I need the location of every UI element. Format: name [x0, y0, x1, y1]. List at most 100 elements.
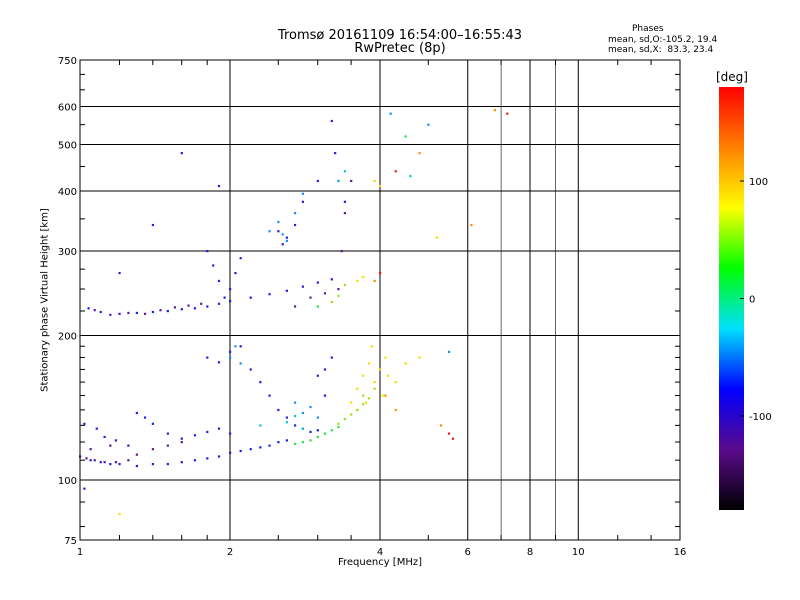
x-axis-ticks: 1 2 4 6 8 10 16	[77, 547, 687, 558]
data-point	[180, 437, 183, 440]
data-point	[373, 387, 376, 390]
data-point	[316, 429, 319, 432]
colorbar-tick-label: 100	[749, 177, 768, 188]
data-point	[180, 152, 183, 155]
data-point	[381, 394, 384, 397]
data-point	[386, 374, 390, 377]
data-point	[309, 439, 312, 442]
data-point	[109, 444, 112, 447]
data-point	[404, 362, 407, 365]
data-point	[340, 250, 343, 253]
y-axis-ticks: 75 100 200 300 400 500 600 750	[58, 56, 77, 547]
data-point	[206, 430, 209, 434]
x-tick-label: 1	[77, 547, 83, 558]
data-point	[316, 435, 319, 439]
data-point	[206, 305, 209, 308]
data-point	[493, 109, 497, 112]
data-point	[362, 403, 365, 406]
colorbar-tick-label: -100	[749, 412, 772, 423]
grid-lines	[79, 60, 681, 540]
data-point	[223, 296, 226, 299]
data-point	[268, 293, 271, 296]
x-tick-label: 2	[227, 547, 233, 558]
data-point	[99, 310, 102, 314]
data-point	[316, 281, 319, 284]
data-point	[418, 152, 421, 155]
data-point	[337, 179, 340, 183]
data-point	[337, 288, 340, 291]
data-point	[343, 418, 347, 421]
data-point	[285, 289, 288, 292]
data-point	[367, 397, 371, 400]
data-point	[180, 308, 183, 311]
data-point	[249, 368, 252, 371]
data-point	[301, 285, 305, 288]
data-point	[217, 302, 221, 305]
stats-x-mode: mean, sd,X: 83.3, 23.4	[608, 45, 714, 55]
data-point	[447, 350, 451, 353]
data-point	[166, 444, 169, 447]
data-point	[212, 264, 215, 267]
data-point	[365, 401, 368, 404]
y-tick-label: 75	[64, 536, 77, 547]
y-tick-label: 400	[58, 187, 77, 198]
data-point	[89, 459, 92, 462]
data-point	[301, 192, 305, 195]
data-point	[193, 459, 197, 462]
data-point	[103, 435, 106, 439]
data-point	[259, 446, 262, 449]
data-point	[362, 394, 365, 397]
x-axis-label: Frequency [MHz]	[337, 557, 423, 568]
data-point	[373, 279, 376, 283]
data-point	[234, 271, 237, 275]
data-point	[316, 305, 319, 308]
data-point	[343, 170, 347, 173]
data-point	[93, 309, 96, 312]
data-point	[200, 302, 203, 305]
data-point	[379, 184, 382, 188]
data-point	[229, 288, 232, 291]
data-point	[316, 374, 319, 377]
data-point	[151, 310, 155, 314]
data-point	[206, 457, 209, 460]
data-point	[87, 307, 90, 310]
data-point	[337, 294, 340, 297]
data-point	[217, 279, 221, 283]
data-point	[277, 441, 280, 444]
data-point	[268, 230, 271, 233]
data-point	[293, 424, 297, 427]
data-point	[259, 381, 262, 384]
data-point	[114, 461, 118, 464]
data-point	[127, 311, 130, 315]
y-tick-label: 200	[58, 332, 77, 343]
data-point	[118, 512, 121, 516]
data-point	[285, 416, 288, 419]
data-point	[367, 362, 371, 365]
data-point	[470, 223, 473, 227]
data-point	[118, 271, 121, 275]
data-point	[180, 461, 183, 464]
data-point	[409, 174, 412, 178]
data-point	[379, 368, 382, 371]
chart-title-line2: RwPretec (8p)	[354, 41, 446, 56]
y-tick-label: 100	[58, 476, 77, 487]
data-point	[217, 184, 221, 188]
data-point	[389, 112, 392, 115]
data-point	[447, 432, 451, 435]
data-point	[206, 356, 209, 359]
data-point	[362, 275, 365, 279]
data-point	[293, 442, 297, 445]
data-point	[239, 449, 242, 453]
data-point	[187, 304, 190, 307]
data-point	[217, 427, 221, 430]
data-point	[234, 345, 237, 348]
data-point	[301, 441, 305, 444]
data-point	[356, 387, 359, 390]
data-point	[323, 368, 327, 371]
data-point	[451, 437, 455, 440]
data-point	[404, 135, 407, 138]
data-point	[239, 345, 242, 348]
data-point	[135, 453, 138, 456]
data-point	[114, 439, 118, 442]
